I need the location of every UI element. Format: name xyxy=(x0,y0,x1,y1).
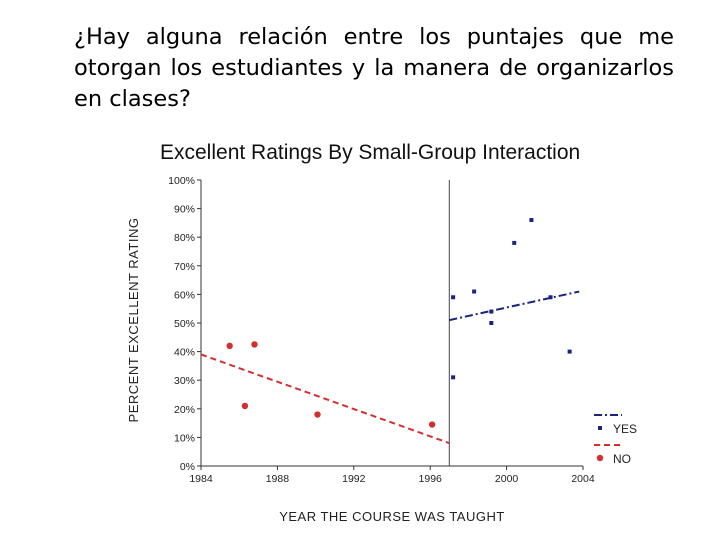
data-point-yes xyxy=(489,309,494,314)
x-tick-label: 2000 xyxy=(495,473,519,485)
y-tick-label: 40% xyxy=(174,347,195,359)
x-tick-label: 1988 xyxy=(266,473,290,485)
y-tick-label: 90% xyxy=(174,204,195,216)
y-axis-label: PERCENT EXCELLENT RATING xyxy=(126,218,141,423)
data-point-yes xyxy=(529,218,534,223)
chart-title: Excellent Ratings By Small-Group Interac… xyxy=(160,141,581,164)
y-tick-label: 30% xyxy=(174,375,195,387)
y-tick-label: 0% xyxy=(180,461,195,473)
data-point-yes xyxy=(489,321,494,325)
trend-line-no xyxy=(200,353,450,445)
data-point-yes xyxy=(451,295,456,300)
x-tick-label: 1992 xyxy=(342,473,366,485)
y-tick-label: 50% xyxy=(174,318,195,330)
data-point-yes xyxy=(548,295,553,300)
data-point-yes xyxy=(567,349,572,354)
legend-marker-yes xyxy=(598,426,602,430)
data-point-yes xyxy=(512,240,517,245)
y-tick-label: 20% xyxy=(174,404,195,416)
data-point-no xyxy=(226,342,233,350)
y-tick-label: 70% xyxy=(174,261,195,273)
y-tick-label: 60% xyxy=(174,289,195,301)
y-tick-label: 80% xyxy=(174,232,195,244)
data-point-no xyxy=(251,341,258,348)
chart-legend: YES NO xyxy=(594,414,637,466)
x-tick-label: 1984 xyxy=(189,473,213,485)
x-tick-label: 1996 xyxy=(419,473,443,485)
y-tick-label: 100% xyxy=(168,175,195,187)
y-tick-label: 10% xyxy=(174,432,195,444)
slide-question: ¿Hay alguna relación entre los puntajes … xyxy=(74,24,674,112)
data-point-no xyxy=(428,421,436,428)
data-point-no xyxy=(241,402,249,410)
data-point-no xyxy=(314,411,321,418)
trend-line-yes xyxy=(449,290,580,322)
data-point-yes xyxy=(472,289,477,294)
x-axis-label: YEAR THE COURSE WAS TAUGHT xyxy=(279,509,505,524)
data-point-yes xyxy=(451,375,456,380)
legend-marker-no xyxy=(596,454,604,462)
x-tick-label: 2004 xyxy=(571,473,595,485)
legend-label-no: NO xyxy=(613,452,631,466)
legend-label-yes: YES xyxy=(613,422,637,436)
